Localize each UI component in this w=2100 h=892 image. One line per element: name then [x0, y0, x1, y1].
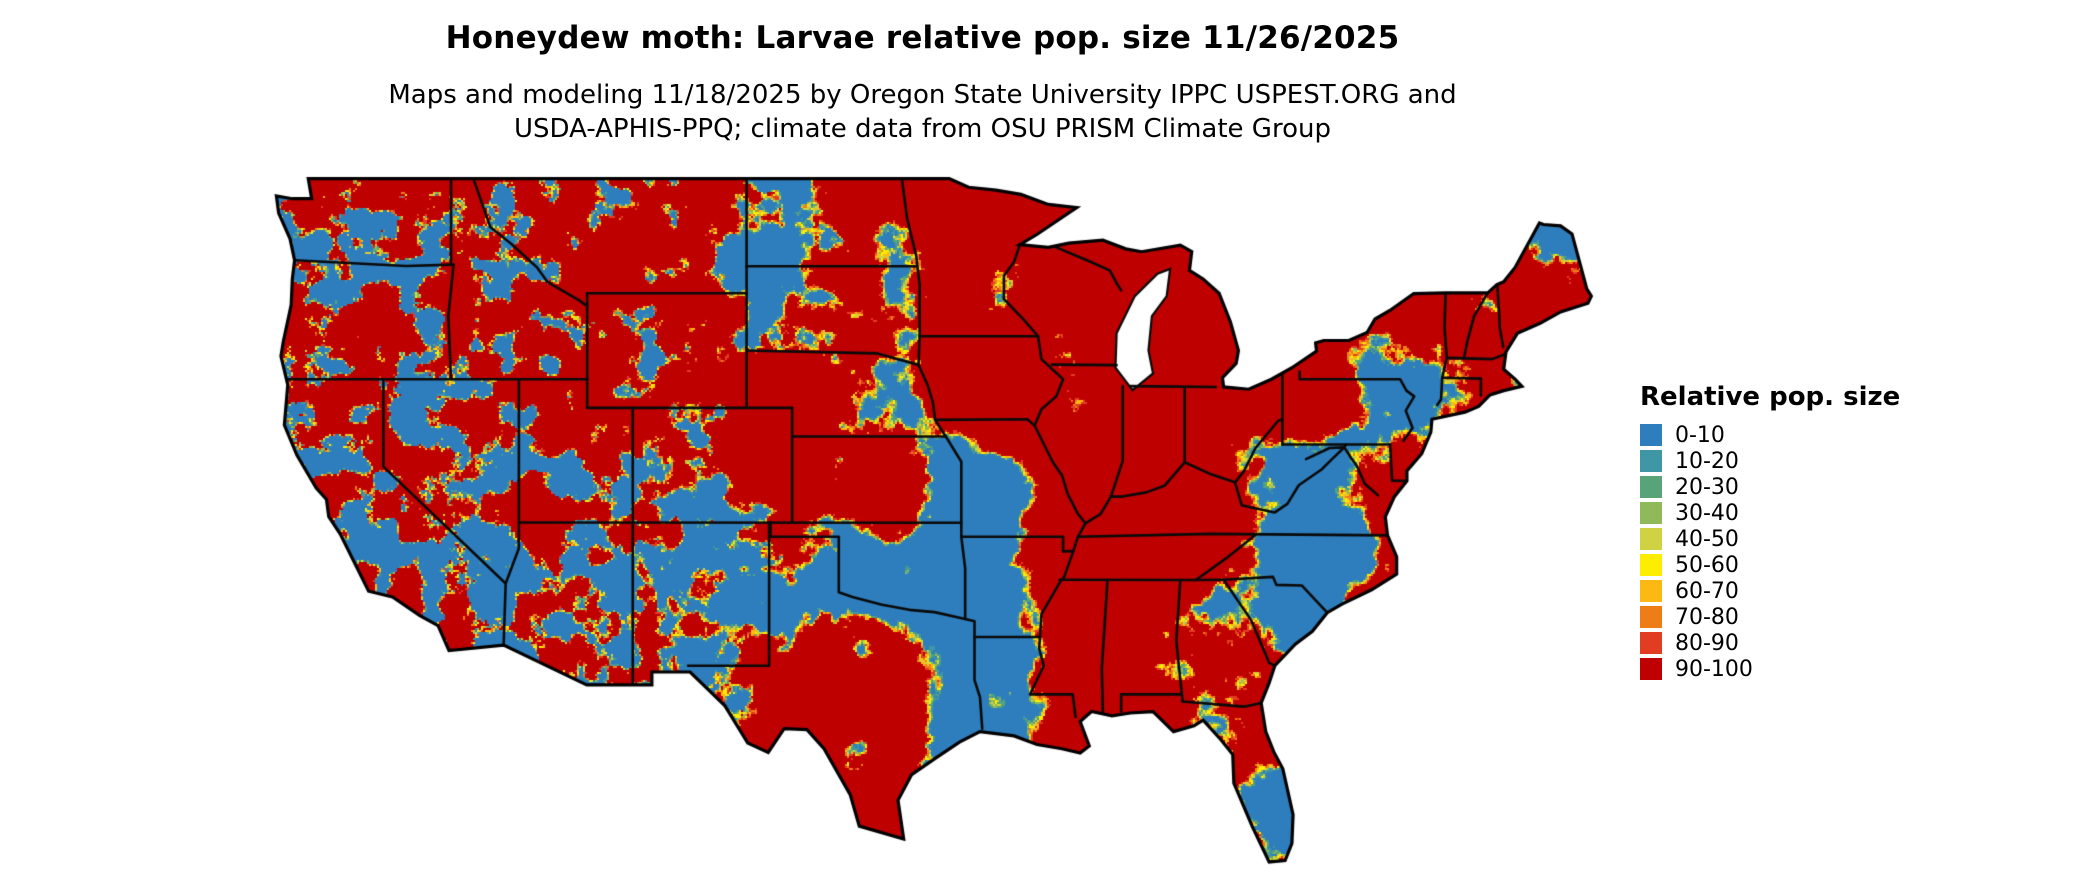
- subtitle-line-2: USDA-APHIS-PPQ; climate data from OSU PR…: [514, 114, 1331, 144]
- legend-item-10-20: 10-20: [1640, 448, 1900, 474]
- figure-header: Honeydew moth: Larvae relative pop. size…: [0, 0, 1845, 146]
- legend-swatch-icon: [1640, 658, 1662, 680]
- legend-item-70-80: 70-80: [1640, 604, 1900, 630]
- legend-item-30-40: 30-40: [1640, 500, 1900, 526]
- legend-label: 0-10: [1675, 422, 1725, 448]
- legend-label: 90-100: [1675, 656, 1753, 682]
- legend-label: 30-40: [1675, 500, 1739, 526]
- subtitle-line-1: Maps and modeling 11/18/2025 by Oregon S…: [388, 80, 1457, 110]
- legend-label: 80-90: [1675, 630, 1739, 656]
- legend-label: 40-50: [1675, 526, 1739, 552]
- legend-swatch-icon: [1640, 476, 1662, 498]
- legend-item-60-70: 60-70: [1640, 578, 1900, 604]
- legend-label: 10-20: [1675, 448, 1739, 474]
- legend-label: 50-60: [1675, 552, 1739, 578]
- legend-title: Relative pop. size: [1640, 382, 1901, 412]
- legend-swatch-icon: [1640, 528, 1662, 550]
- legend-swatch-icon: [1640, 580, 1662, 602]
- legend-item-90-100: 90-100: [1640, 656, 1900, 682]
- legend-item-0-10: 0-10: [1640, 422, 1900, 448]
- legend-swatch-icon: [1640, 502, 1662, 524]
- us-relative-population-map: [265, 150, 1595, 892]
- map-legend: Relative pop. size 0-10 10-20 20-30 30-40 40…: [1640, 382, 1900, 682]
- legend-label: 70-80: [1675, 604, 1739, 630]
- legend-item-80-90: 80-90: [1640, 630, 1900, 656]
- legend-swatch-icon: [1640, 424, 1662, 446]
- legend-label: 20-30: [1675, 474, 1739, 500]
- legend-item-40-50: 40-50: [1640, 526, 1900, 552]
- legend-items: 0-10 10-20 20-30 30-40 40-50 50-60 60-70 70-80 8…: [1640, 422, 1900, 682]
- legend-swatch-icon: [1640, 554, 1662, 576]
- legend-item-20-30: 20-30: [1640, 474, 1900, 500]
- legend-swatch-icon: [1640, 606, 1662, 628]
- figure-title: Honeydew moth: Larvae relative pop. size…: [445, 20, 1400, 56]
- legend-label: 60-70: [1675, 578, 1739, 604]
- legend-swatch-icon: [1640, 450, 1662, 472]
- figure-subtitle: Maps and modeling 11/18/2025 by Oregon S…: [0, 78, 1845, 146]
- legend-item-50-60: 50-60: [1640, 552, 1900, 578]
- legend-swatch-icon: [1640, 632, 1662, 654]
